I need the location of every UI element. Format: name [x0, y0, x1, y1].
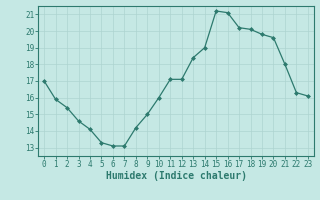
- X-axis label: Humidex (Indice chaleur): Humidex (Indice chaleur): [106, 171, 246, 181]
